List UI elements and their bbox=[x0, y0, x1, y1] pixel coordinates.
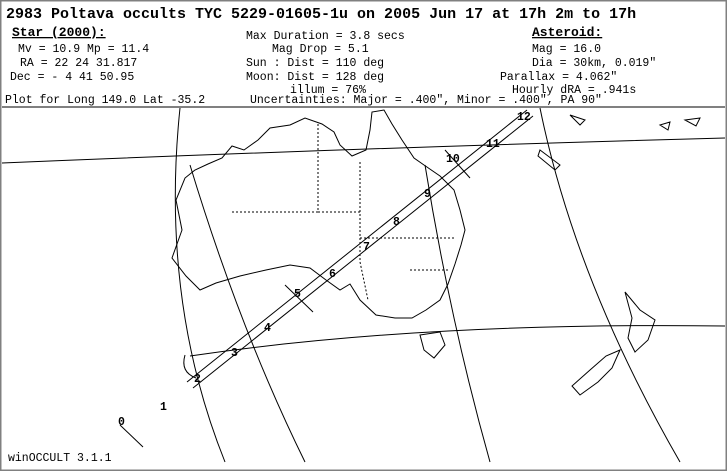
asteroid-line: Parallax = 4.062" bbox=[500, 71, 617, 84]
event-line: Moon: Dist = 128 deg bbox=[246, 71, 384, 84]
star-line: Dec = - 4 41 50.95 bbox=[10, 71, 134, 84]
path-label: 3 bbox=[231, 347, 238, 360]
event-line: Sun : Dist = 110 deg bbox=[246, 57, 384, 70]
star-heading: Star (2000): bbox=[12, 25, 106, 40]
path-label: 10 bbox=[446, 153, 460, 166]
grid-curve bbox=[189, 325, 726, 357]
path-label: 12 bbox=[517, 111, 531, 124]
tick-line bbox=[284, 284, 314, 313]
coastline bbox=[624, 291, 656, 353]
tick-line bbox=[444, 149, 471, 179]
state-border bbox=[230, 124, 455, 301]
plot-location: Plot for Long 149.0 Lat -35.2 bbox=[5, 94, 205, 107]
shadow-path bbox=[186, 109, 534, 389]
map bbox=[1, 107, 726, 463]
path-label: 5 bbox=[294, 288, 301, 301]
grid-curve bbox=[424, 164, 491, 463]
uncertainties: Uncertainties: Major = .400", Minor = .4… bbox=[250, 94, 602, 107]
path-label: 4 bbox=[264, 322, 271, 335]
asteroid-line: Mag = 16.0 bbox=[532, 43, 601, 56]
star-line: Mv = 10.9 Mp = 11.4 bbox=[18, 43, 149, 56]
event-line: illum = 76% bbox=[290, 84, 366, 97]
grid-curve bbox=[1, 137, 726, 164]
path-label: 1 bbox=[160, 401, 167, 414]
asteroid-line: Hourly dRA = .941s bbox=[512, 84, 636, 97]
path-label: 9 bbox=[424, 188, 431, 201]
asteroid-heading: Asteroid: bbox=[532, 25, 602, 40]
path-label: 11 bbox=[486, 138, 500, 151]
path-label: 0 bbox=[118, 416, 125, 429]
path-label: 2 bbox=[194, 373, 201, 386]
star-line: RA = 22 24 31.817 bbox=[20, 57, 137, 70]
event-line: Max Duration = 3.8 secs bbox=[246, 30, 405, 43]
event-line: Mag Drop = 5.1 bbox=[272, 43, 369, 56]
grid-curve bbox=[189, 164, 306, 463]
footer: winOCCULT 3.1.1 bbox=[8, 452, 112, 465]
grid-curve bbox=[539, 107, 681, 463]
coastline bbox=[537, 114, 701, 171]
coastline bbox=[171, 109, 466, 319]
path-label: 7 bbox=[363, 241, 370, 254]
path-label: 6 bbox=[329, 268, 336, 281]
grid-curve bbox=[174, 107, 226, 463]
coastline bbox=[571, 349, 621, 396]
tick-line bbox=[119, 424, 144, 448]
title: 2983 Poltava occults TYC 5229-01605-1u o… bbox=[6, 6, 636, 23]
path-label: 8 bbox=[393, 216, 400, 229]
asteroid-line: Dia = 30km, 0.019" bbox=[532, 57, 656, 70]
coastline bbox=[419, 331, 446, 359]
